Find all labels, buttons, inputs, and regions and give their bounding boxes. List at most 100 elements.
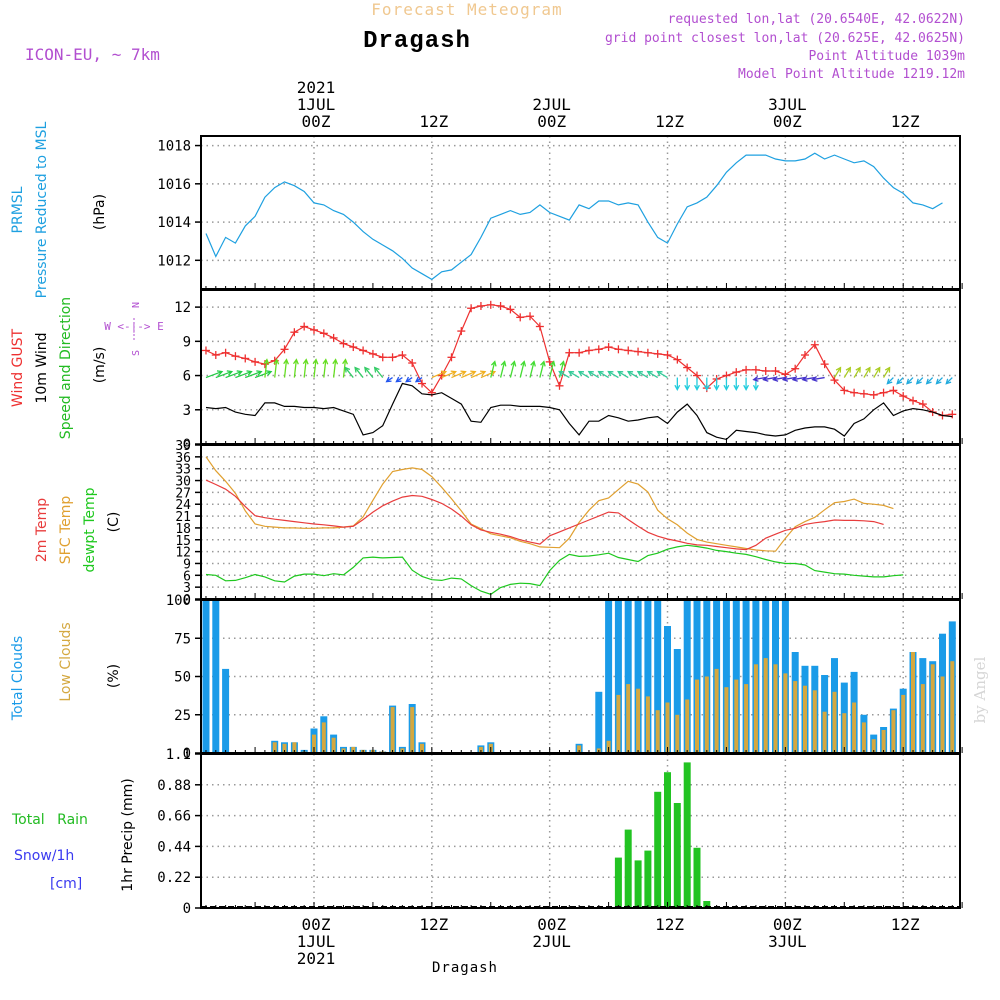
clouds-marks	[202, 600, 956, 754]
grid-point-coords: grid point closest lon,lat (20.625E, 42.…	[605, 31, 965, 46]
time-axis-label: 2JUL	[532, 932, 571, 951]
low-clouds-bar	[478, 746, 483, 753]
wind-arrow-head	[945, 378, 952, 385]
y-tick-label: 1016	[157, 177, 191, 193]
low-clouds-bar	[901, 694, 906, 753]
wind-arrow-head	[470, 370, 477, 376]
time-axis-label: 3JUL	[768, 95, 807, 114]
wind-arrow-head	[216, 370, 224, 376]
wind-arrow-head	[440, 370, 448, 376]
y-tick-label: 0	[183, 901, 191, 917]
wind-arrow-head	[549, 360, 556, 367]
y-tick-label: 1012	[157, 253, 191, 269]
watermark: by Angel	[971, 656, 989, 723]
wind-arrow-head	[283, 358, 290, 365]
model-label: ICON-EU, ~ 7km	[25, 45, 160, 64]
y-tick-label: 50	[174, 670, 191, 686]
low-clouds-bar	[832, 691, 837, 753]
total-clouds-bar	[722, 600, 730, 753]
wind-arrow-head	[617, 370, 624, 377]
wind-arrow-head	[915, 378, 922, 385]
y-tick-label: 9	[183, 557, 191, 572]
wind-arrow	[509, 361, 516, 378]
wind-arrow-head	[510, 360, 517, 367]
y-tick-label: 33	[175, 463, 191, 478]
low-clouds-bar	[871, 739, 876, 753]
time-axis-label: 1JUL	[297, 932, 336, 951]
low-clouds-bar	[911, 652, 915, 753]
wind-arrow	[773, 376, 786, 381]
precip-y-ticks: 0 0.22 0.44 0.66 0.88 1.1	[157, 747, 963, 917]
low-clouds-bar	[321, 722, 326, 753]
y-tick-label: 21	[175, 510, 191, 525]
wind-marks	[201, 300, 957, 441]
y-tick-label: 0.66	[157, 809, 191, 825]
wind-arrow-head	[835, 366, 842, 373]
total-clouds-bar	[683, 600, 691, 753]
wind-arrow	[833, 367, 842, 378]
wind-arrow-head	[762, 375, 769, 382]
wind-arrow	[802, 376, 815, 381]
rain-bar	[634, 860, 642, 908]
time-axis-label: 2021	[297, 949, 336, 968]
wind-panel: 0 3 6 9 12 Wind GUST 10m Wind Speed and Dire…	[10, 289, 963, 453]
wind-arrow	[283, 359, 288, 378]
pressure-line	[205, 152, 943, 281]
wind-arrow	[342, 359, 347, 378]
time-axis-label: 00Z	[537, 915, 566, 934]
total-clouds-bar	[732, 600, 740, 753]
wind-arrow	[763, 376, 776, 381]
wind-arrow-head	[414, 376, 422, 383]
wind-label-10m: 10m Wind	[34, 332, 50, 403]
y-tick-label: 0.44	[157, 839, 191, 855]
wind-arrow-head	[450, 370, 457, 376]
rain-bar	[683, 762, 691, 908]
low-clouds-bar	[645, 696, 650, 753]
time-axis-label: 2021	[297, 78, 336, 97]
low-clouds-bar	[842, 713, 847, 753]
low-clouds-bar	[753, 664, 758, 753]
wind-arrow-head	[385, 376, 392, 383]
wind-arrow-head	[567, 370, 575, 377]
temp-label-dewpt: dewpt Temp	[82, 487, 98, 572]
wind-arrow-head	[694, 384, 700, 391]
wind-arrow	[205, 370, 223, 379]
time-axis-label: 12Z	[891, 112, 920, 131]
temperature-marks	[205, 456, 904, 595]
clouds-panel: 0 25 50 75 100 Total Clouds Low Clouds (%)	[10, 593, 963, 762]
wind-arrow	[215, 370, 233, 379]
wind-arrow-head	[273, 358, 280, 365]
total-clouds-bar	[742, 600, 750, 753]
wind-arrow-head	[597, 370, 604, 377]
total-clouds-bar	[624, 600, 632, 753]
wind-arrow-head	[875, 366, 881, 373]
wind-arrow	[896, 377, 904, 385]
wind-arrows	[205, 358, 953, 391]
time-axis-label: 12Z	[655, 915, 684, 934]
compass-south: S	[131, 350, 142, 356]
wind-arrow-head	[607, 370, 614, 377]
low-clouds-bar	[803, 685, 807, 753]
low-clouds-bar	[272, 742, 277, 753]
time-axis-label: 12Z	[655, 112, 684, 131]
wind-arrow	[225, 370, 242, 379]
low-clouds-bar	[812, 690, 817, 753]
gust-line	[205, 304, 953, 417]
precip-label-snow: Snow/1h	[14, 848, 74, 864]
wind-arrow-head	[646, 370, 653, 377]
wind-arrow	[313, 359, 317, 378]
wind-arrow-head	[342, 358, 349, 365]
precip-grid	[201, 753, 960, 909]
pressure-label-prmsl: PRMSL	[10, 186, 26, 233]
precip-panel: 0 0.22 0.44 0.66 0.88 1.1 1hr Precip (mm) Tot…	[11, 747, 963, 917]
wind-arrow-head	[302, 358, 309, 365]
wind-arrow	[916, 377, 924, 385]
wind-arrow-head	[587, 370, 594, 377]
wind-arrow-head	[791, 375, 798, 382]
wind-arrow-head	[490, 360, 497, 367]
y-tick-label: 3	[183, 581, 191, 596]
pressure-panel: 1012 1014 1016 1018 PRMSL Pressure Reduced …	[10, 121, 963, 298]
wind-arrow-head	[684, 384, 691, 391]
low-clouds-bar	[636, 688, 641, 753]
